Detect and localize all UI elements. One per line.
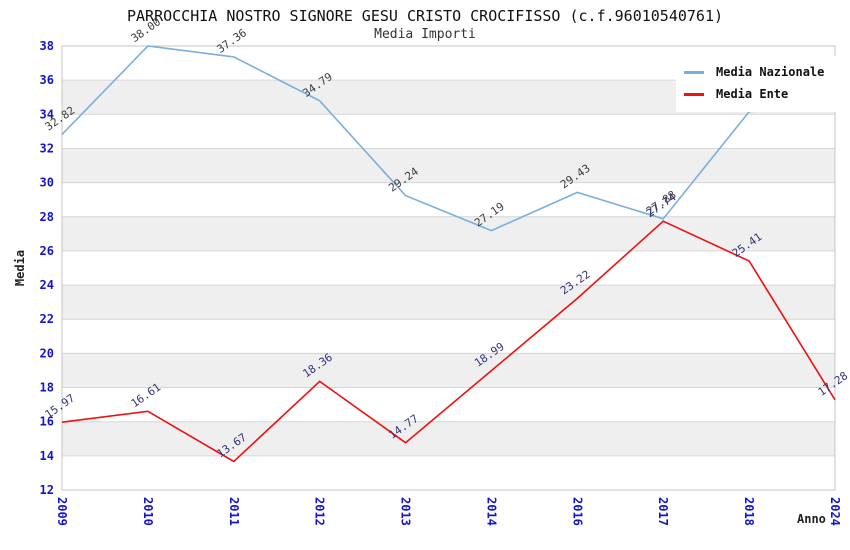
legend-item-media-ente: Media Ente (684, 83, 848, 105)
y-tick-label: 26 (40, 244, 54, 258)
media-ente-line (61, 220, 836, 463)
x-tick-label: 2014 (484, 497, 498, 526)
legend-label-media-nazionale: Media Nazionale (716, 65, 825, 79)
y-tick-label: 34 (40, 107, 54, 121)
stripe-band (62, 216, 835, 251)
chart-subtitle: Media Importi (374, 27, 476, 42)
x-tick-label: 2012 (313, 497, 327, 526)
stripe-band (62, 285, 835, 320)
media-nazionale-line (61, 45, 836, 232)
media-nazionale-line-swatch-icon (684, 70, 704, 74)
x-tick-label: 2017 (656, 497, 670, 526)
y-tick-label: 38 (40, 39, 54, 53)
x-axis-title: Anno (797, 512, 826, 526)
y-tick-label: 24 (40, 278, 54, 292)
x-tick-label: 2018 (742, 497, 756, 526)
stripe-band (62, 421, 835, 456)
y-tick-label: 22 (40, 312, 54, 326)
x-tick-label: 2024 (828, 497, 842, 526)
stripe-band (62, 353, 835, 388)
y-axis-title: Media (13, 250, 27, 286)
x-tick-label: 2011 (227, 497, 241, 526)
point-label: 37.36 (214, 26, 249, 56)
y-tick-label: 30 (40, 176, 54, 190)
y-tick-label: 32 (40, 141, 54, 155)
y-tick-label: 16 (40, 415, 54, 429)
y-tick-label: 14 (40, 449, 54, 463)
plot-border (61, 45, 836, 491)
y-tick-label: 12 (40, 483, 54, 497)
y-tick-label: 20 (40, 346, 54, 360)
x-tick-label: 2010 (141, 497, 155, 526)
y-tick-label: 28 (40, 210, 54, 224)
chart-title: PARROCCHIA NOSTRO SIGNORE GESU CRISTO CR… (126, 7, 724, 25)
legend: Media Nazionale Media Ente (676, 56, 848, 112)
stripe-band (62, 148, 835, 183)
legend-item-media-nazionale: Media Nazionale (684, 61, 848, 83)
media-ente-line-swatch-icon (684, 92, 704, 96)
legend-label-media-ente: Media Ente (716, 87, 789, 101)
x-tick-label: 2016 (570, 497, 584, 526)
x-tick-label: 2009 (55, 497, 69, 526)
y-tick-label: 18 (40, 381, 54, 395)
y-tick-label: 36 (40, 73, 54, 87)
x-tick-label: 2013 (399, 497, 413, 526)
point-label: 38.00 (129, 15, 164, 45)
